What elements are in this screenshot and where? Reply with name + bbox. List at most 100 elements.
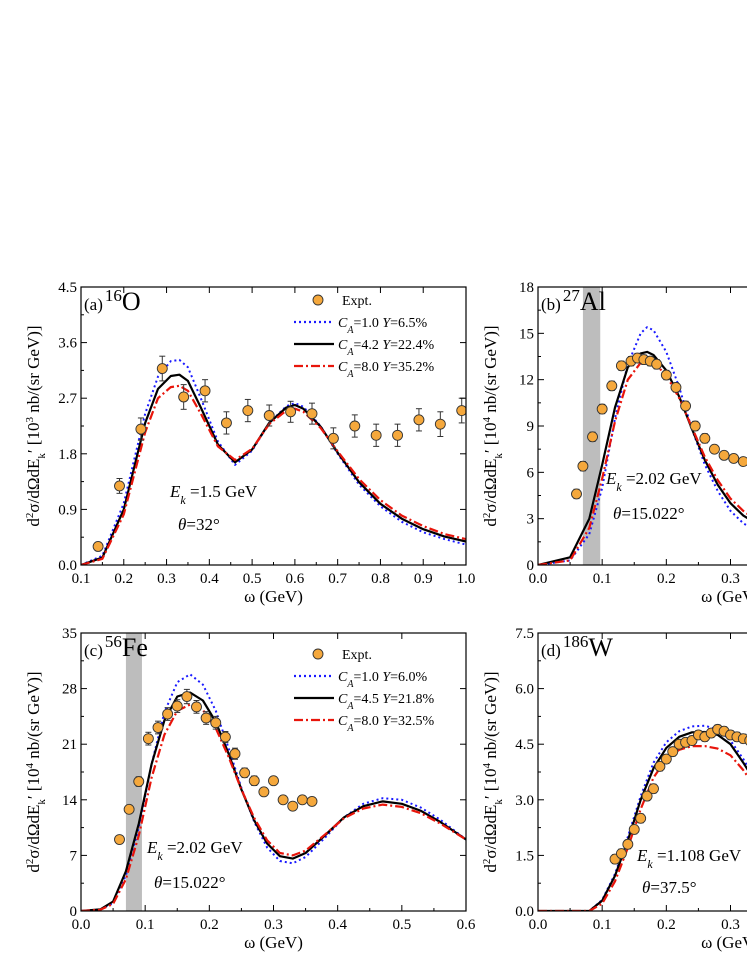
expt-point <box>156 355 168 382</box>
panel-c-iron56: 0.0 0.1 0.2 0.3 0.4 0.5 0.6 0 7 14 21 28 35 ω (GeV) d2… <box>24 626 476 952</box>
energy-annotation: Ek =1.5 GeV <box>169 482 258 507</box>
x-tick-label: 0.4 <box>328 917 347 933</box>
x-axis-label: ω (GeV) <box>244 587 303 606</box>
nucleus-symbol: Al <box>580 287 606 316</box>
series-line-solid <box>81 373 466 565</box>
y-tick-label: 7.5 <box>515 626 534 642</box>
expt-marker <box>287 800 299 812</box>
expt-point <box>615 360 627 372</box>
expt-marker <box>660 753 672 765</box>
y-tick-label: 28 <box>62 682 77 698</box>
expt-marker <box>628 824 640 835</box>
expt-point <box>248 775 260 787</box>
expt-point <box>728 452 740 464</box>
expt-point <box>306 795 318 807</box>
expt-marker <box>258 786 270 798</box>
y-axis-label: d2σ/dΩdEk′ [104 nb/(sr GeV)] <box>481 671 505 872</box>
expt-marker <box>370 429 382 441</box>
expt-marker <box>651 358 663 370</box>
expt-point <box>571 488 582 500</box>
energy-annotation: Ek =2.02 GeV <box>146 838 243 863</box>
expt-marker <box>248 775 260 787</box>
expt-marker <box>718 449 730 461</box>
expt-point <box>648 783 659 795</box>
expt-point <box>133 776 145 787</box>
nucleus-symbol: W <box>588 633 613 662</box>
x-tick-label: 0.6 <box>457 917 476 933</box>
expt-marker <box>114 480 125 492</box>
expt-marker <box>737 456 747 467</box>
energy-annotation: Ek =1.108 GeV <box>636 846 742 871</box>
series-line-dashdot <box>538 360 747 565</box>
expt-marker <box>200 712 212 724</box>
x-tick-label: 0.1 <box>593 571 612 587</box>
x-tick-label: 0.0 <box>529 571 548 587</box>
expt-marker <box>296 794 308 806</box>
expt-point <box>628 824 640 835</box>
expt-point <box>699 432 711 444</box>
y-tick-label: 7 <box>70 848 78 864</box>
legend: Expt. CA=1.0 Y=6.0%CA=4.5 Y=21.8%CA=8.0 Y… <box>294 648 435 734</box>
expt-marker <box>162 708 174 720</box>
y-tick-label: 1.5 <box>515 848 534 864</box>
x-tick-label: 0.2 <box>657 571 676 587</box>
expt-point <box>709 443 720 455</box>
expt-marker <box>92 541 104 552</box>
panel-label: (c) 56Fe <box>84 632 148 663</box>
axes-frame <box>537 286 747 566</box>
axes-frame <box>537 632 747 912</box>
y-tick-label: 1.8 <box>58 447 77 463</box>
expt-marker <box>615 848 627 859</box>
expt-marker <box>114 834 125 845</box>
expt-marker <box>689 420 701 432</box>
expt-point <box>670 381 682 393</box>
panel-label: (d) 186W <box>541 632 613 663</box>
series-line-dotted <box>81 358 466 565</box>
angle-annotation: θ=32° <box>178 515 220 534</box>
expt-point <box>413 408 425 432</box>
expt-point <box>142 731 154 746</box>
y-tick-label: 2.7 <box>58 391 77 407</box>
expt-point <box>615 848 627 859</box>
expt-point <box>651 358 663 370</box>
x-tick-label: 0.1 <box>136 917 155 933</box>
y-axis-label: d2σ/dΩdEk′ [103 nb/(sr GeV)] <box>24 325 48 526</box>
x-tick-label: 0.2 <box>200 917 219 933</box>
legend-series-label: CA=4.2 Y=22.4% <box>338 338 435 358</box>
legend-series-label: CA=4.5 Y=21.8% <box>338 692 435 712</box>
x-axis-label: ω (GeV) <box>701 587 747 606</box>
panel-label: (a) 16O <box>84 286 141 317</box>
expt-point <box>577 460 589 472</box>
expt-point <box>210 715 222 730</box>
expt-point <box>606 380 618 392</box>
plot-area <box>81 633 466 911</box>
x-tick-label: 0.1 <box>72 571 91 587</box>
expt-point <box>737 456 747 467</box>
expt-point <box>263 404 275 427</box>
expt-marker <box>178 391 190 403</box>
expt-marker <box>220 417 232 429</box>
expt-point <box>239 767 251 779</box>
expt-point <box>660 369 672 381</box>
energy-annotation: Ek =2.02 GeV <box>605 469 702 494</box>
x-tick-label: 0.4 <box>200 571 219 587</box>
nucleus-symbol: Fe <box>122 633 148 662</box>
expt-marker <box>306 408 318 420</box>
expt-marker <box>699 432 711 444</box>
expt-point <box>287 800 299 812</box>
x-tick-label: 0.2 <box>657 917 676 933</box>
expt-marker <box>135 423 147 435</box>
y-tick-label: 4.5 <box>58 280 77 296</box>
expt-point <box>744 735 747 746</box>
expt-point <box>285 400 297 423</box>
expt-marker <box>571 488 582 500</box>
y-tick-label: 6.0 <box>515 682 534 698</box>
y-tick-label: 12 <box>519 373 534 389</box>
expt-marker <box>285 406 297 418</box>
y-tick-label: 4.5 <box>515 737 534 753</box>
y-tick-label: 9 <box>527 419 535 435</box>
expt-marker <box>670 381 682 393</box>
expt-marker <box>327 432 339 444</box>
expt-point <box>162 707 174 721</box>
expt-marker <box>181 691 193 702</box>
